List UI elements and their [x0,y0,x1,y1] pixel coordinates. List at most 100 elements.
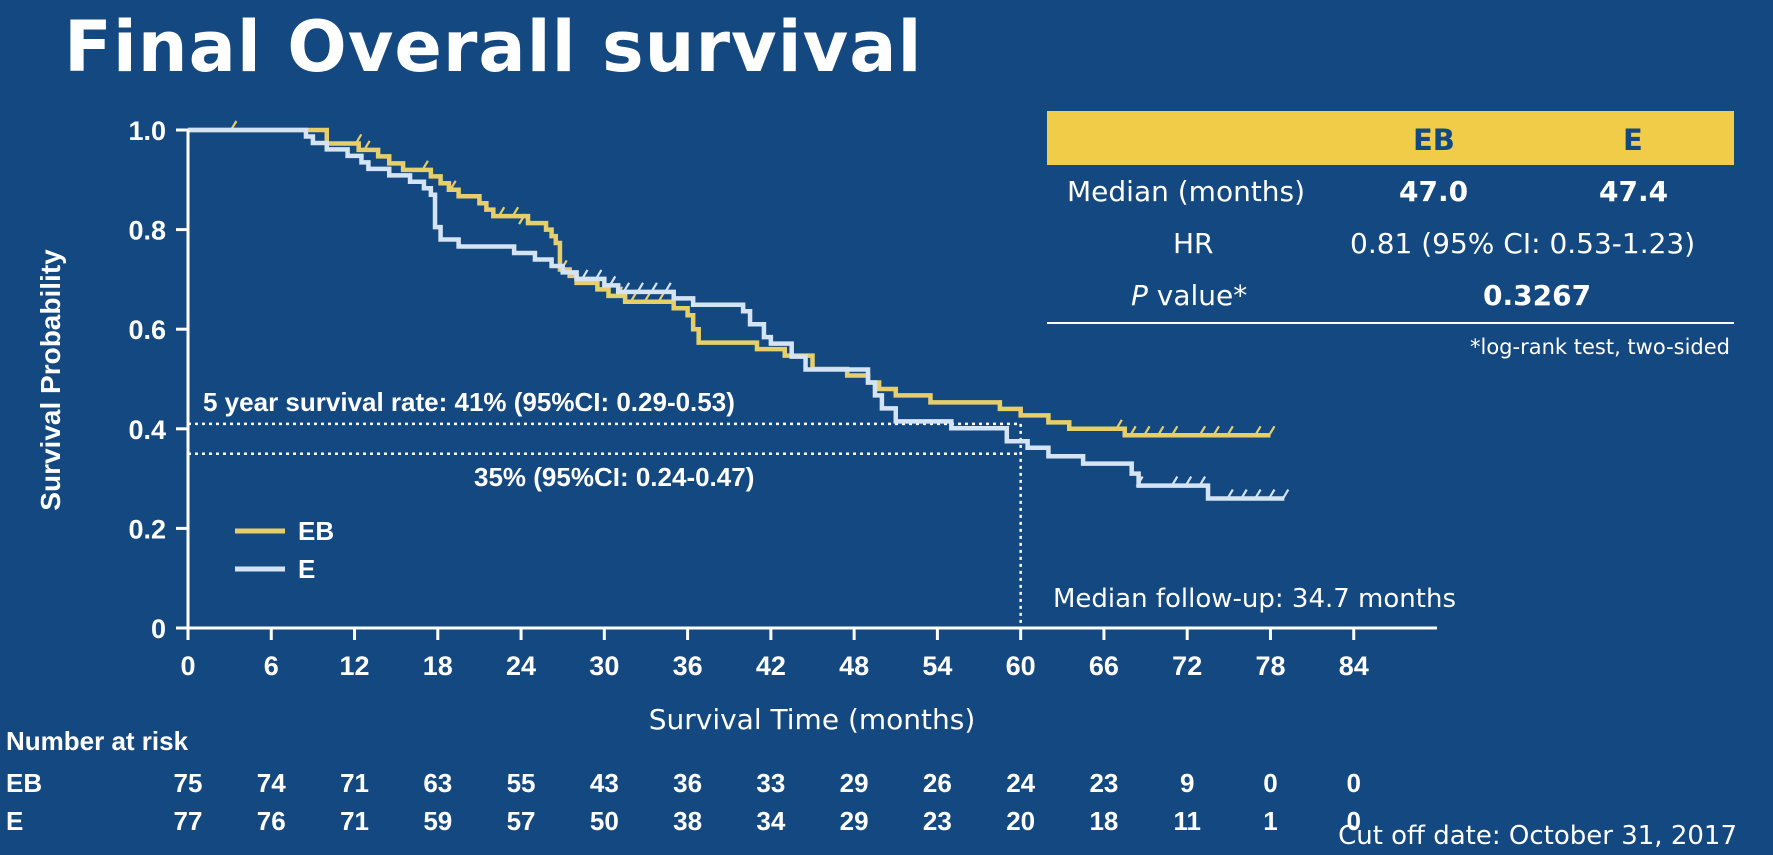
risk-cell: 11 [1173,806,1201,836]
x-tick-label: 36 [673,651,703,681]
censor-mark-eb [1114,419,1123,431]
risk-cell: 33 [756,768,786,798]
x-tick-label: 48 [839,651,869,681]
censor-mark-eb [656,292,665,304]
p-value-label: P value* [1131,279,1247,312]
censor-mark-e [636,282,644,294]
censor-mark-eb [511,206,520,218]
censor-mark-e [1184,476,1193,488]
x-tick-label: 0 [180,651,195,681]
censor-mark-e [622,282,631,294]
y-tick-label: 1.0 [128,116,166,146]
risk-cell: 23 [922,806,952,836]
km-curve-e [188,127,1285,501]
x-tick-label: 30 [589,651,619,681]
censor-mark-e [1170,476,1179,488]
risk-cell: 0 [1346,768,1361,798]
y-tick-label: 0.4 [128,415,166,445]
risk-cell: 71 [340,768,369,798]
hr-value: 0.81 (95% CI: 0.53-1.23) [1350,227,1696,260]
cutoff-date: Cut off date: October 31, 2017 [1338,821,1737,851]
page-title: Final Overall survival [64,6,923,88]
risk-cell: 0 [1263,768,1278,798]
censor-mark-e [1239,488,1248,501]
risk-heading: Number at risk [6,726,189,756]
censor-mark-eb [497,206,506,218]
y-tick-label: 0 [151,614,166,644]
y-tick-label: 0.8 [128,216,166,246]
censor-mark-e [1198,476,1207,488]
risk-cell: 29 [839,806,869,836]
risk-cell: 55 [506,768,536,798]
censor-mark-e [1135,476,1144,488]
x-tick-label: 60 [1006,651,1036,681]
x-tick-label: 66 [1089,651,1119,681]
risk-cell: 0 [1346,806,1361,836]
median-label: Median (months) [1067,175,1306,208]
x-axis-label: Survival Time (months) [649,703,976,736]
summary-header: EB E [1047,111,1734,165]
risk-cell: 1 [1263,806,1278,836]
censor-mark-eb [518,213,527,225]
x-tick-label: 72 [1172,651,1202,681]
p-value: 0.3267 [1483,279,1592,312]
km-curve-eb [188,127,1271,438]
risk-cell: 9 [1179,768,1195,798]
y-axis-label: Survival Probability [35,249,66,511]
censor-mark-eb [1156,425,1165,437]
risk-row-label-eb: EB [6,768,43,798]
legend-eb-label: EB [298,516,334,546]
censor-mark-e [594,269,603,281]
y-tick-label: 0.2 [128,514,166,544]
p-italic: P [1131,279,1148,312]
censor-mark-e [663,282,672,294]
censor-mark-eb [1198,425,1207,437]
censor-mark-eb [1128,425,1137,437]
risk-cell: 43 [589,768,619,798]
risk-row-label-e: E [6,806,24,836]
censor-mark-e [580,269,589,281]
summary-col-eb: EB [1413,123,1455,157]
risk-cell: 29 [839,768,869,798]
median-eb: 47.0 [1399,175,1469,208]
risk-cell: 34 [756,806,786,836]
x-tick-label: 18 [423,651,453,681]
risk-cell: 38 [673,806,703,836]
risk-cell: 57 [506,806,536,836]
censor-mark-eb [1253,425,1262,437]
summary-divider [1047,322,1734,324]
censor-mark-eb [420,160,429,172]
x-tick-label: 54 [922,651,952,681]
risk-cell: 20 [1006,806,1036,836]
median-e: 47.4 [1599,175,1669,208]
censor-mark-e [608,275,617,287]
risk-cell: 18 [1089,806,1119,836]
annotation-e-rate: 35% (95%CI: 0.24-0.47) [474,462,754,492]
censor-mark-eb [448,180,457,192]
censor-mark-eb [354,133,363,146]
risk-cell: 77 [173,806,203,836]
hr-label: HR [1173,227,1214,260]
censor-mark-eb [1142,425,1151,437]
risk-cell: 74 [256,768,286,798]
censor-mark-e [1267,488,1276,501]
risk-cell: 63 [423,768,453,798]
risk-cell: 26 [922,768,952,798]
censor-mark-eb [1170,425,1179,437]
risk-cell: 76 [256,806,286,836]
summary-table: EB E Median (months) 47.0 47.4 HR 0.81 (… [1047,111,1734,359]
x-tick-label: 12 [340,651,370,681]
censor-mark-eb [629,292,638,304]
censor-mark-e [1281,488,1290,501]
censor-mark-e [1225,488,1234,501]
censor-mark-e [1253,488,1262,501]
censor-mark-eb [1225,425,1234,437]
censor-mark-eb [643,292,651,304]
censor-mark-eb [1212,425,1220,437]
legend-e-label: E [298,554,315,584]
risk-cell: 71 [340,806,369,836]
p-rest: value* [1147,279,1248,312]
x-tick-label: 84 [1339,651,1369,681]
annotation-follow-up: Median follow-up: 34.7 months [1053,584,1456,614]
x-tick-label: 42 [756,651,786,681]
